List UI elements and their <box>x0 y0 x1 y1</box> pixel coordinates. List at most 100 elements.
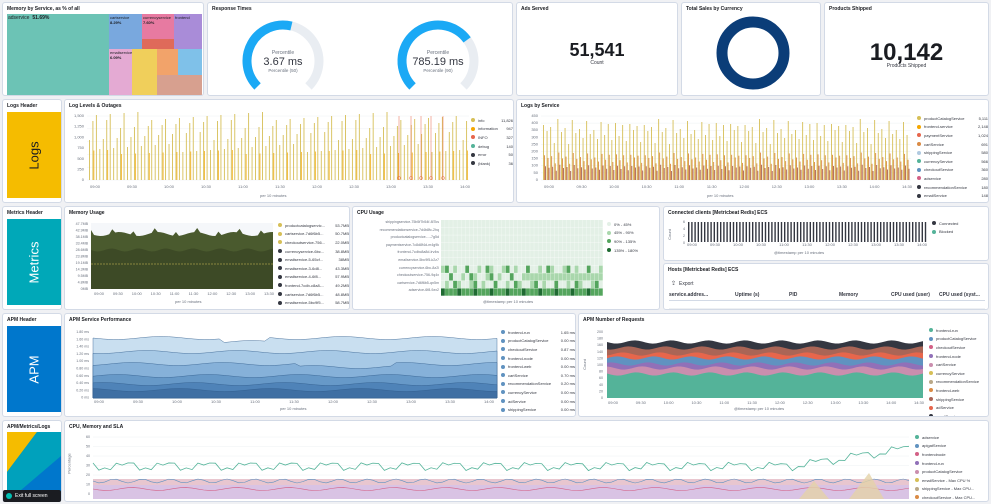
heatmap-cell[interactable] <box>497 227 502 235</box>
heatmap-cell[interactable] <box>473 220 478 228</box>
column-header[interactable]: CPU used (syst... <box>939 292 980 298</box>
heatmap-cell[interactable] <box>594 235 599 243</box>
heatmap-cell[interactable] <box>445 250 449 258</box>
heatmap-cell[interactable] <box>477 288 482 296</box>
heatmap-cell[interactable] <box>578 258 583 266</box>
heatmap-cell[interactable] <box>501 273 506 281</box>
heatmap-cell[interactable] <box>586 235 591 243</box>
legend-item[interactable]: currencyService 566 <box>917 157 988 166</box>
heatmap-cell[interactable] <box>546 265 551 273</box>
heatmap-cell[interactable] <box>489 227 494 235</box>
heatmap-cell[interactable] <box>582 288 587 296</box>
heatmap-cell[interactable] <box>546 235 551 243</box>
heatmap-cell[interactable] <box>497 288 502 296</box>
heatmap-cell[interactable] <box>481 280 486 289</box>
heatmap-cell[interactable] <box>590 265 595 273</box>
heatmap-cell[interactable] <box>501 265 506 273</box>
heatmap-cell[interactable] <box>501 235 506 243</box>
heatmap-cell[interactable] <box>501 250 506 258</box>
heatmap-cell[interactable] <box>594 273 599 281</box>
heatmap-cell[interactable] <box>574 242 579 251</box>
heatmap-cell[interactable] <box>554 250 559 258</box>
heatmap-cell[interactable] <box>449 258 453 266</box>
heatmap-cell[interactable] <box>509 220 514 228</box>
legend-item[interactable]: currencyService <box>929 369 988 378</box>
heatmap-cell[interactable] <box>526 227 530 235</box>
legend-item[interactable]: recommendationService <box>929 378 988 387</box>
heatmap-cell[interactable] <box>489 220 494 228</box>
heatmap-cell[interactable] <box>586 227 591 235</box>
legend-item[interactable]: productCatalogService <box>929 335 988 344</box>
heatmap-cell[interactable] <box>554 242 559 251</box>
column-header[interactable]: Uptime (s) <box>735 292 760 298</box>
heatmap-cell[interactable] <box>570 227 575 235</box>
heatmap-cell[interactable] <box>526 280 530 289</box>
heatmap-cell[interactable] <box>558 242 563 251</box>
legend-item[interactable]: debug 140 <box>471 142 513 151</box>
heatmap-cell[interactable] <box>453 220 457 228</box>
treemap-tile[interactable]: currencyservice 7.60% <box>142 14 174 39</box>
heatmap-cell[interactable] <box>574 250 579 258</box>
heatmap-cell[interactable] <box>461 227 466 235</box>
heatmap-cell[interactable] <box>497 258 502 266</box>
heatmap-cell[interactable] <box>566 242 571 251</box>
legend-item[interactable]: currencyservice-6bc... 38.8MB <box>278 247 349 256</box>
heatmap-cell[interactable] <box>469 265 474 273</box>
heatmap-cell[interactable] <box>489 242 494 251</box>
heatmap-cell[interactable] <box>453 242 457 251</box>
heatmap-cell[interactable] <box>445 220 449 228</box>
heatmap-cell[interactable] <box>526 220 530 228</box>
heatmap-cell[interactable] <box>538 258 542 266</box>
heatmap-cell[interactable] <box>570 235 575 243</box>
heatmap-cell[interactable] <box>465 250 470 258</box>
heatmap-cell[interactable] <box>526 265 530 273</box>
heatmap-cell[interactable] <box>570 280 575 289</box>
heatmap-cell[interactable] <box>522 265 526 273</box>
heatmap-cell[interactable] <box>469 258 474 266</box>
heatmap-cell[interactable] <box>517 242 522 251</box>
column-header[interactable]: CPU used (user) <box>891 292 930 298</box>
heatmap-cell[interactable] <box>509 265 514 273</box>
heatmap-cell[interactable] <box>513 220 518 228</box>
outage-dot[interactable] <box>397 176 401 180</box>
treemap-tile[interactable]: cartservice 8.29% <box>109 14 142 49</box>
heatmap-cell[interactable] <box>570 250 575 258</box>
heatmap-cell[interactable] <box>477 250 482 258</box>
heatmap-cell[interactable] <box>513 227 518 235</box>
heatmap-cell[interactable] <box>574 280 579 289</box>
heatmap-cell[interactable] <box>530 288 534 296</box>
heatmap-cell[interactable] <box>534 242 538 251</box>
heatmap-cell[interactable] <box>546 250 551 258</box>
heatmap-cell[interactable] <box>598 288 603 296</box>
heatmap-cell[interactable] <box>457 258 461 266</box>
heatmap-cell[interactable] <box>542 288 547 296</box>
heatmap-cell[interactable] <box>449 227 453 235</box>
heatmap-cell[interactable] <box>534 258 538 266</box>
heatmap-cell[interactable] <box>469 250 474 258</box>
heatmap-cell[interactable] <box>501 227 506 235</box>
heatmap-cell[interactable] <box>509 242 514 251</box>
heatmap-cell[interactable] <box>465 220 470 228</box>
heatmap-cell[interactable] <box>477 280 482 289</box>
heatmap-cell[interactable] <box>590 273 595 281</box>
heatmap-cell[interactable] <box>517 227 522 235</box>
heatmap-cell[interactable] <box>469 227 474 235</box>
treemap-tile[interactable] <box>157 49 178 75</box>
heatmap-cell[interactable] <box>485 227 490 235</box>
heatmap-cell[interactable] <box>517 235 522 243</box>
heatmap-cell[interactable] <box>505 258 510 266</box>
heatmap-cell[interactable] <box>473 242 478 251</box>
heatmap-cell[interactable] <box>457 280 461 289</box>
heatmap-cell[interactable] <box>485 242 490 251</box>
legend-item[interactable]: productCatalogService 5,111 <box>917 114 988 123</box>
heatmap-cell[interactable] <box>538 280 542 289</box>
heatmap-cell[interactable] <box>457 273 461 281</box>
column-header[interactable]: Memory <box>839 292 859 298</box>
heatmap-cell[interactable] <box>449 265 453 273</box>
heatmap-cell[interactable] <box>566 280 571 289</box>
column-header[interactable]: service.addres... <box>669 292 709 298</box>
legend-item[interactable]: productCatalogService 0.00 ms <box>501 337 575 346</box>
heatmap-cell[interactable] <box>550 280 555 289</box>
heatmap-cell[interactable] <box>542 280 547 289</box>
heatmap-cell[interactable] <box>538 235 542 243</box>
